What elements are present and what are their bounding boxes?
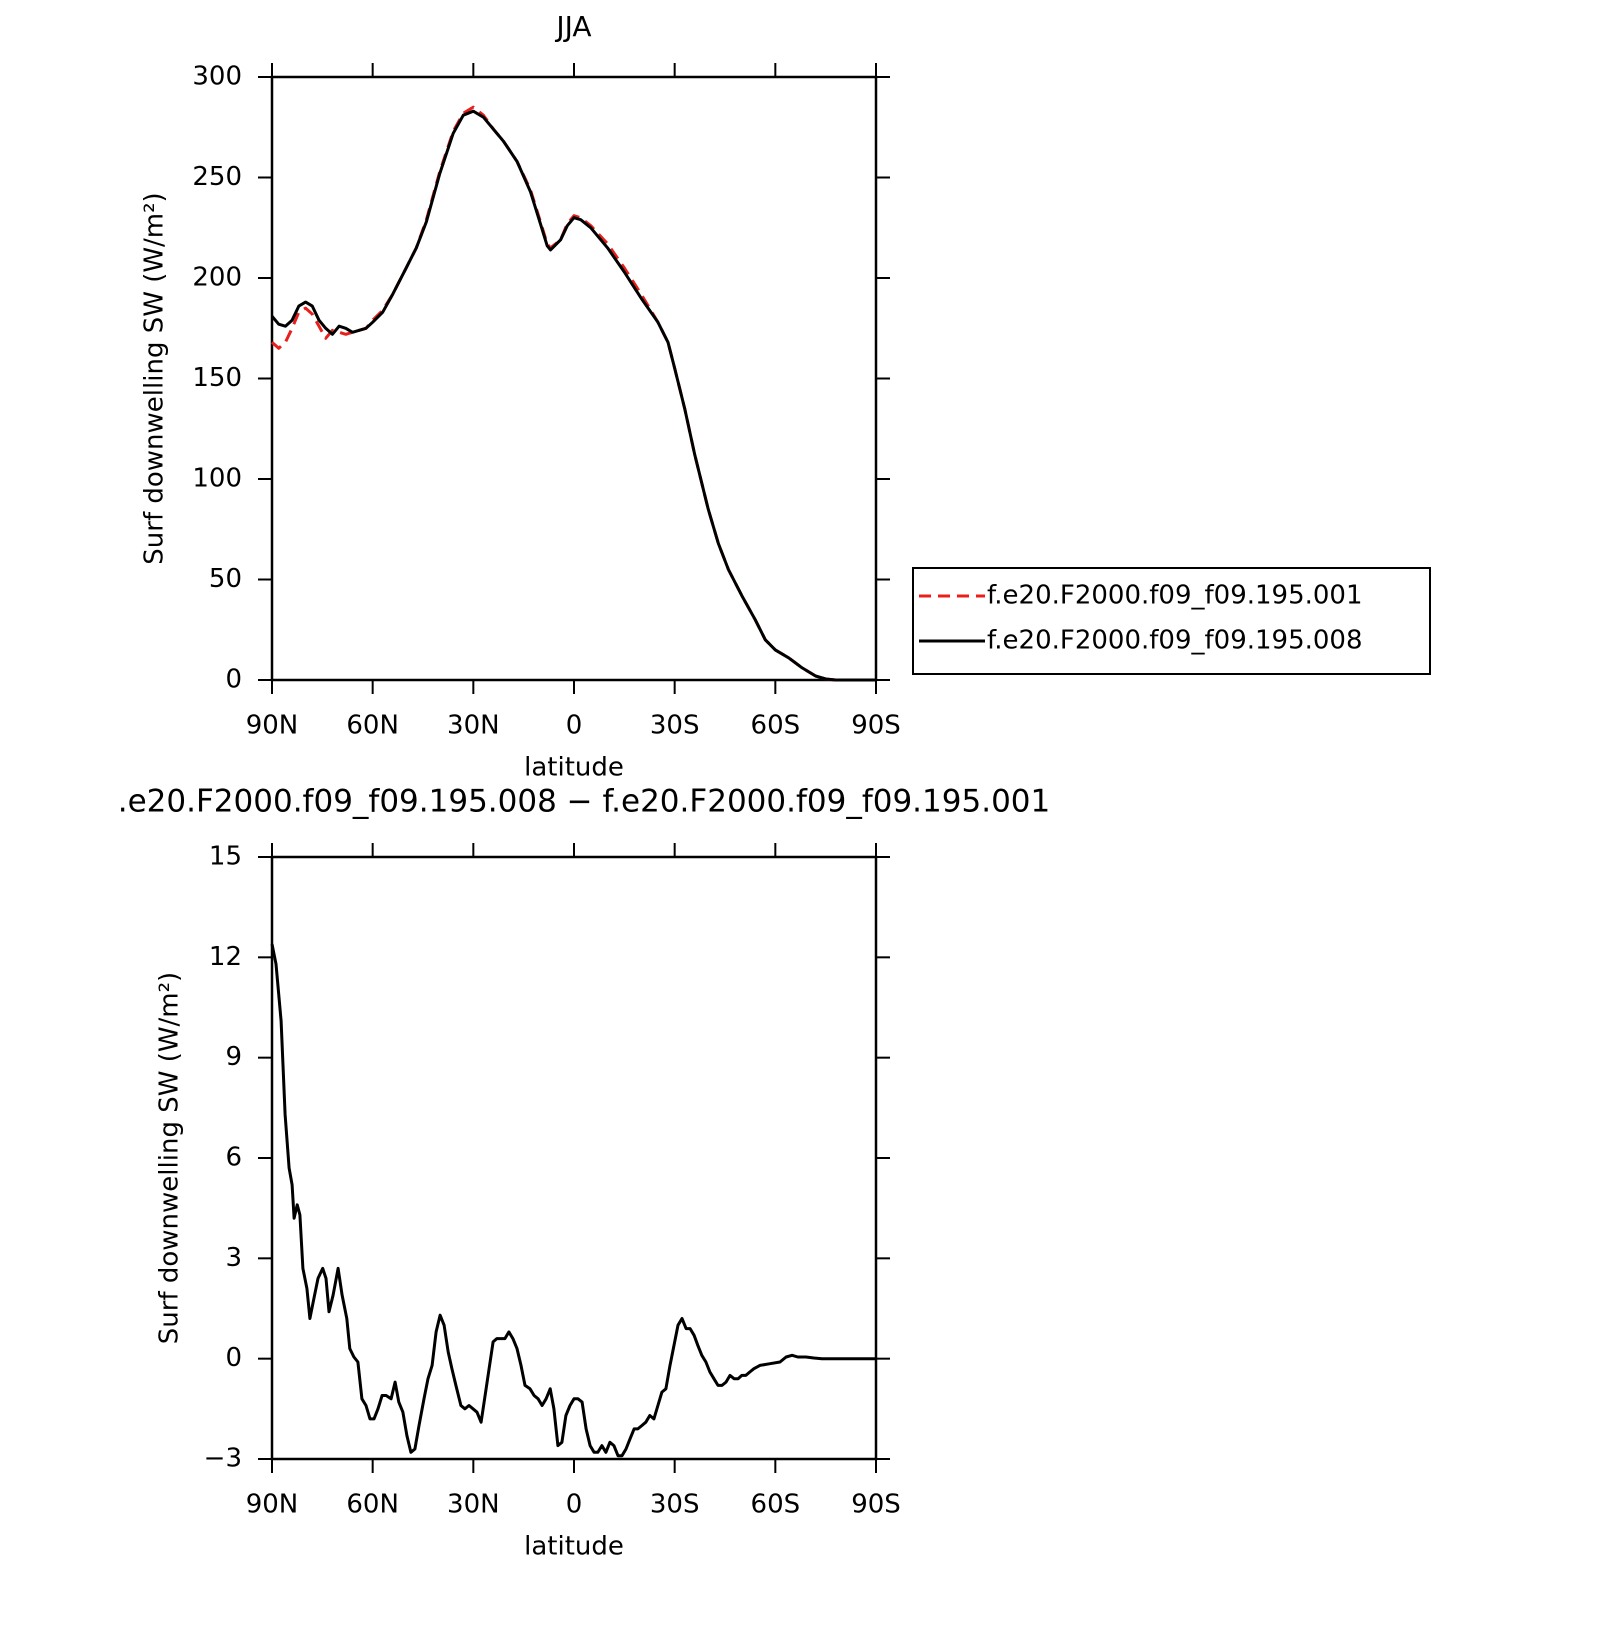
y-tick-label: −3 bbox=[204, 1444, 242, 1474]
y-tick-label: 9 bbox=[225, 1042, 242, 1072]
legend-label: f.e20.F2000.f09_f09.195.001 bbox=[987, 581, 1363, 611]
x-tick-label: 90S bbox=[851, 1490, 901, 1520]
series-line bbox=[270, 109, 876, 682]
x-tick-label: 0 bbox=[566, 711, 583, 741]
x-tick-label: 90S bbox=[851, 711, 901, 741]
y-tick-label: 150 bbox=[192, 363, 242, 393]
x-tick-label: 0 bbox=[566, 1490, 583, 1520]
y-tick-label: 6 bbox=[225, 1143, 242, 1173]
y-tick-label: 12 bbox=[209, 942, 242, 972]
x-tick-label: 60S bbox=[751, 1490, 801, 1520]
y-tick-label: 3 bbox=[225, 1243, 242, 1273]
plot-frame bbox=[270, 855, 878, 1461]
legend-box bbox=[912, 567, 1431, 675]
x-tick-label: 60S bbox=[751, 711, 801, 741]
y-tick-label: 15 bbox=[209, 842, 242, 872]
x-axis-label: latitude bbox=[524, 1532, 624, 1562]
x-tick-label: 60N bbox=[346, 1490, 399, 1520]
x-tick-label: 30S bbox=[650, 1490, 700, 1520]
y-axis-label: Surf downwelling SW (W/m²) bbox=[155, 972, 185, 1344]
x-tick-label: 30N bbox=[447, 711, 500, 741]
y-tick-label: 250 bbox=[192, 162, 242, 192]
y-tick-label: 0 bbox=[225, 665, 242, 695]
x-tick-label: 30S bbox=[650, 711, 700, 741]
legend-label: f.e20.F2000.f09_f09.195.008 bbox=[987, 626, 1363, 656]
y-tick-label: 100 bbox=[192, 464, 242, 494]
plot-frame bbox=[270, 75, 878, 682]
y-axis-label: Surf downwelling SW (W/m²) bbox=[140, 192, 170, 564]
y-tick-label: 0 bbox=[225, 1343, 242, 1373]
y-tick-label: 200 bbox=[192, 263, 242, 293]
x-axis-label: latitude bbox=[524, 753, 624, 783]
x-tick-label: 90N bbox=[246, 711, 299, 741]
x-tick-label: 60N bbox=[346, 711, 399, 741]
x-tick-label: 30N bbox=[447, 1490, 500, 1520]
chart-title: JJA bbox=[554, 10, 591, 43]
chart-title: .e20.F2000.f09_f09.195.008 − f.e20.F2000… bbox=[118, 784, 1050, 820]
series-line bbox=[270, 105, 876, 682]
y-tick-label: 300 bbox=[192, 62, 242, 92]
x-tick-label: 90N bbox=[246, 1490, 299, 1520]
y-tick-label: 50 bbox=[209, 564, 242, 594]
series-line bbox=[270, 943, 876, 1458]
